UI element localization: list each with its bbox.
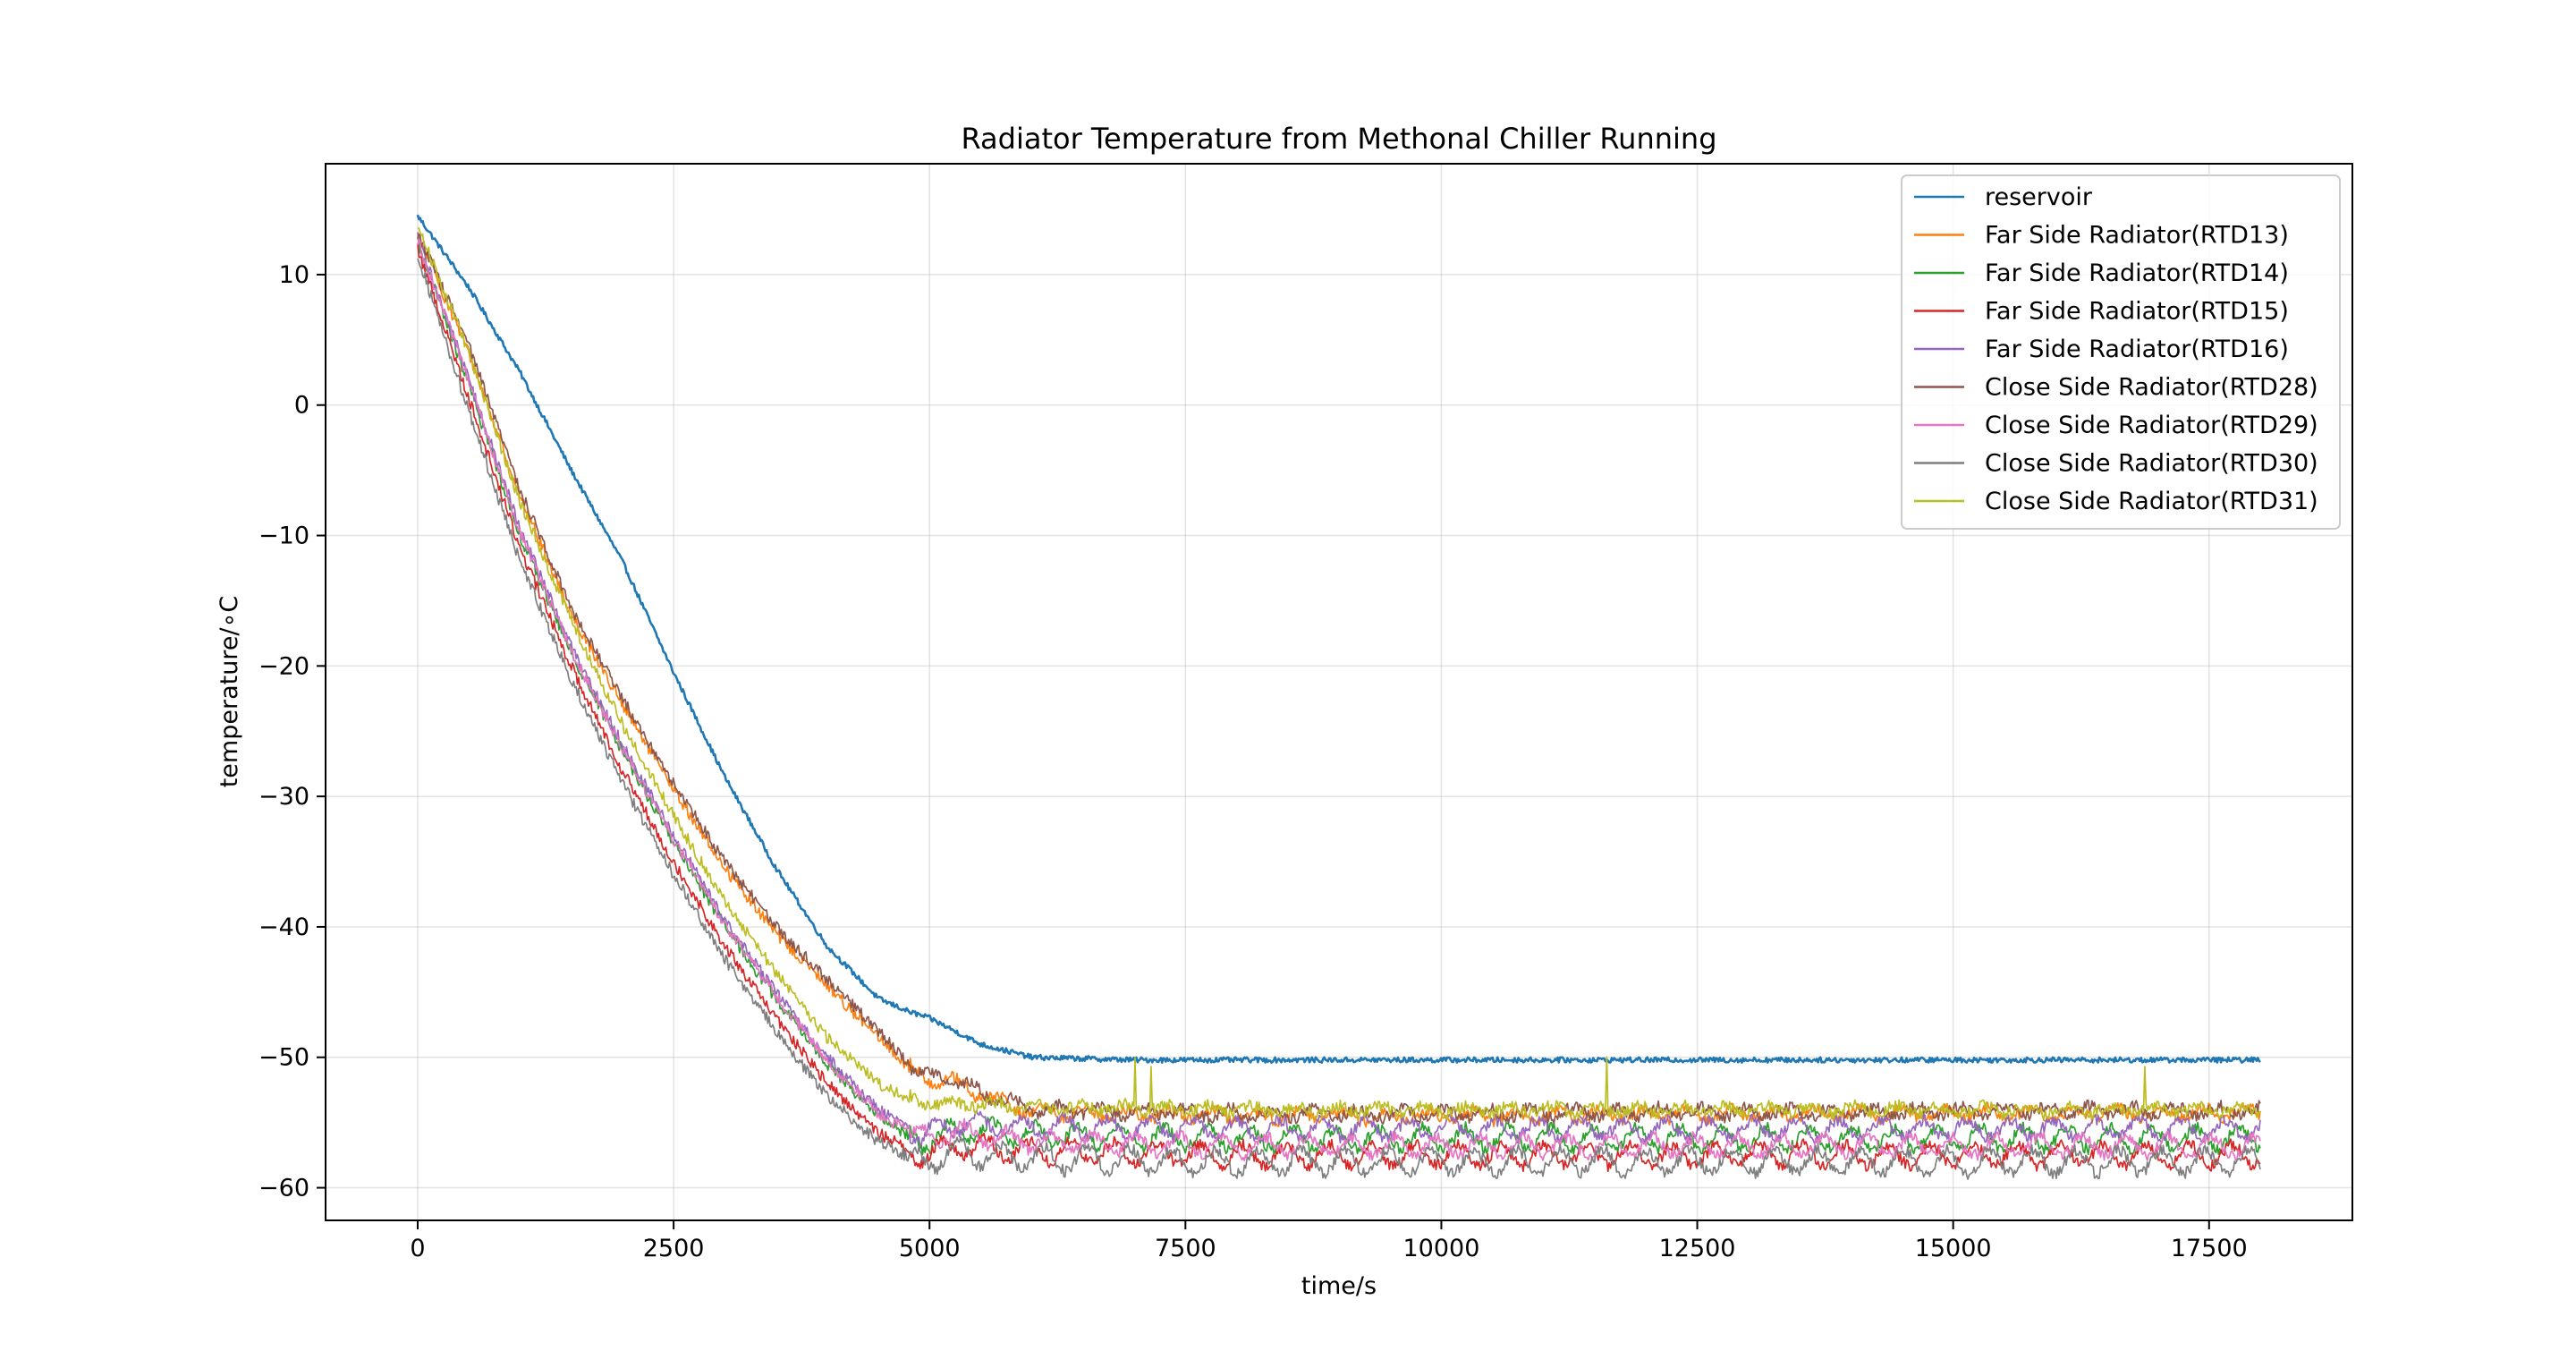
x-tick-label: 5000 [899, 1235, 961, 1262]
series-lines [416, 214, 2261, 1180]
chart-title: Radiator Temperature from Methonal Chill… [961, 122, 1716, 156]
x-axis-label: time/s [1301, 1272, 1377, 1300]
legend-label: Close Side Radiator(RTD28) [1985, 374, 2318, 402]
legend: reservoir Far Side Radiator(RTD13) Far Sid… [1901, 174, 2341, 530]
y-tick-label: −10 [258, 523, 309, 550]
y-tick-label: −60 [258, 1175, 309, 1202]
series-line [416, 214, 2261, 1064]
series-line [417, 232, 2261, 1128]
x-tick-label: 7500 [1155, 1235, 1216, 1262]
legend-label: Far Side Radiator(RTD15) [1985, 298, 2289, 326]
series-line [417, 233, 2261, 1125]
y-tick-label: −30 [258, 783, 309, 811]
x-tick-label: 12500 [1659, 1235, 1736, 1262]
legend-label: Far Side Radiator(RTD13) [1985, 222, 2289, 250]
legend-label: Far Side Radiator(RTD16) [1985, 336, 2289, 363]
x-tick-label: 15000 [1915, 1235, 1992, 1262]
legend-label: Far Side Radiator(RTD14) [1985, 259, 2289, 287]
x-tick-label: 10000 [1402, 1235, 1479, 1262]
series-line [417, 226, 2261, 1120]
y-tick-label: −40 [258, 913, 309, 941]
axis-ticks: 0 2500 5000 7500 10000 12500 15000 17500 10 0 −10 −… [258, 261, 2248, 1262]
series-line [417, 258, 2261, 1180]
y-tick-label: −50 [258, 1044, 309, 1072]
legend-label: Close Side Radiator(RTD30) [1985, 450, 2318, 478]
x-tick-label: 17500 [2171, 1235, 2248, 1262]
y-axis-label: temperature/∘C [216, 596, 243, 788]
legend-box [1901, 174, 2341, 530]
legend-label: Close Side Radiator(RTD29) [1985, 412, 2318, 439]
legend-label: reservoir [1985, 183, 2093, 211]
x-tick-label: 2500 [643, 1235, 705, 1262]
y-tick-label: 0 [294, 392, 309, 420]
y-tick-label: 10 [279, 261, 309, 289]
y-tick-label: −20 [258, 652, 309, 680]
legend-label: Close Side Radiator(RTD31) [1985, 488, 2318, 515]
plot-frame [325, 163, 2353, 1221]
x-tick-label: 0 [410, 1235, 425, 1262]
